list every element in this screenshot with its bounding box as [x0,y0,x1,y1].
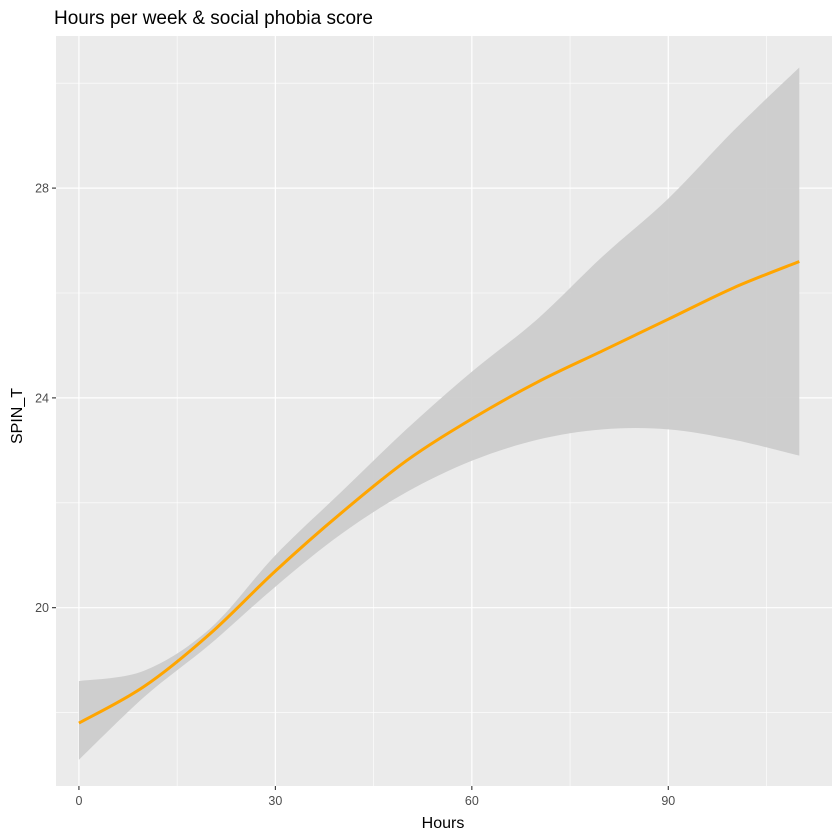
x-tick-label: 30 [268,794,282,808]
x-tick-label: 90 [661,794,675,808]
y-tick-label: 20 [35,601,49,615]
x-tick-label: 0 [75,794,82,808]
y-tick-label: 24 [35,391,49,405]
x-axis: 0 30 60 90 [75,786,675,808]
y-axis-label: SPIN_T [9,388,26,444]
x-axis-label: Hours [422,815,465,832]
y-axis: 20 24 28 [35,182,56,615]
x-tick-label: 60 [465,794,479,808]
y-tick-label: 28 [35,182,49,196]
chart-title: Hours per week & social phobia score [54,8,373,29]
smooth-line [78,260,800,725]
